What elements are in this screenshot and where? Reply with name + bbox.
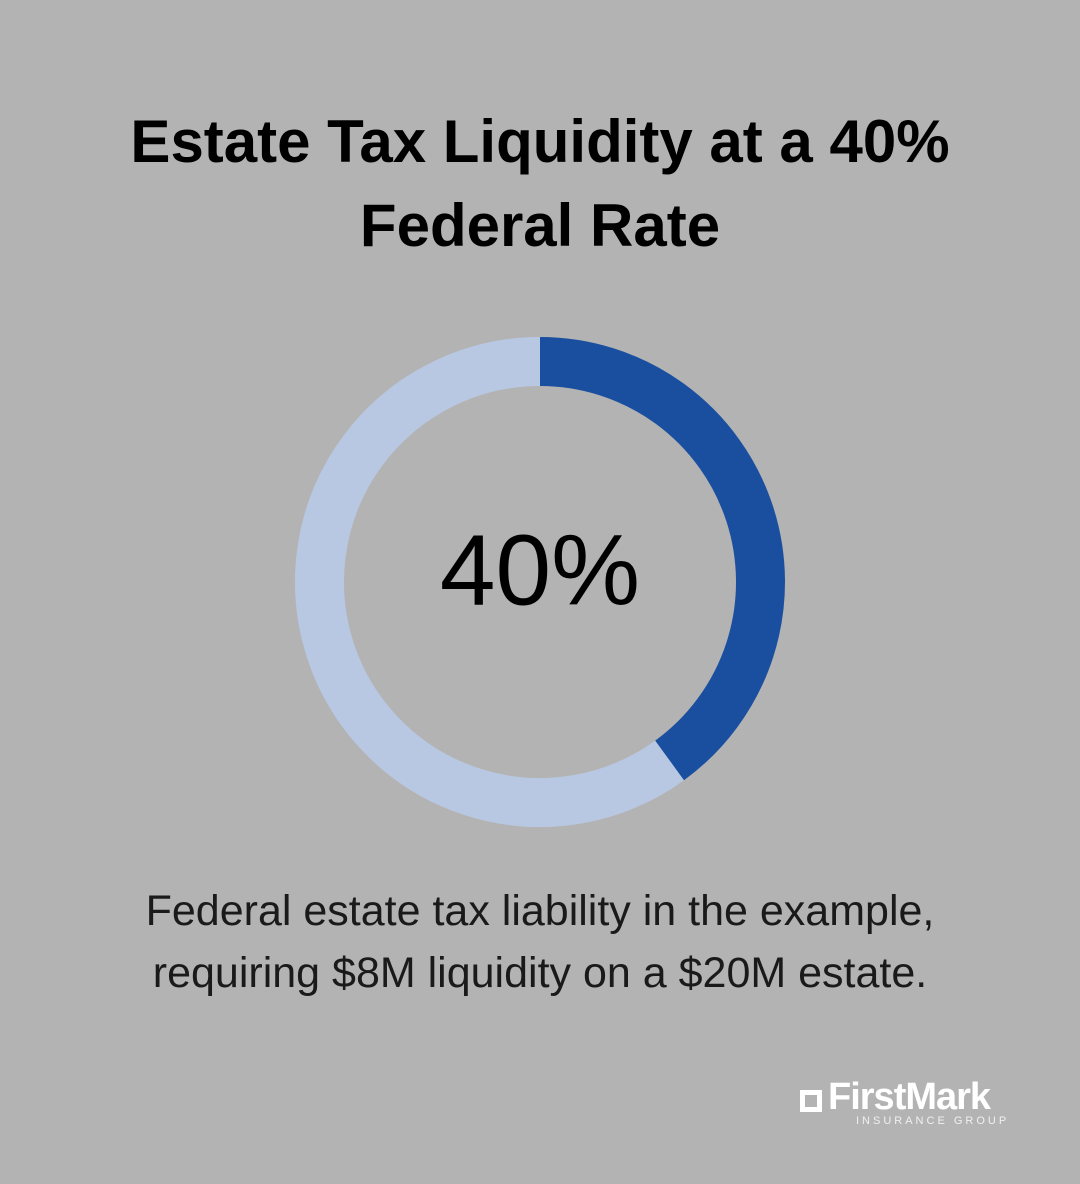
logo-icon <box>800 1089 822 1112</box>
chart-title: Estate Tax Liquidity at a 40% Federal Ra… <box>130 108 950 259</box>
logo: FirstMark INSURANCE GROUP <box>800 1076 1009 1127</box>
logo-name: FirstMark <box>828 1076 991 1118</box>
center-label: 40% <box>440 514 640 626</box>
donut-segment <box>295 337 684 827</box>
donut-segment <box>539 337 785 781</box>
caption: Federal estate tax liability in the exam… <box>145 887 935 997</box>
logo-tagline: INSURANCE GROUP <box>856 1115 1010 1127</box>
